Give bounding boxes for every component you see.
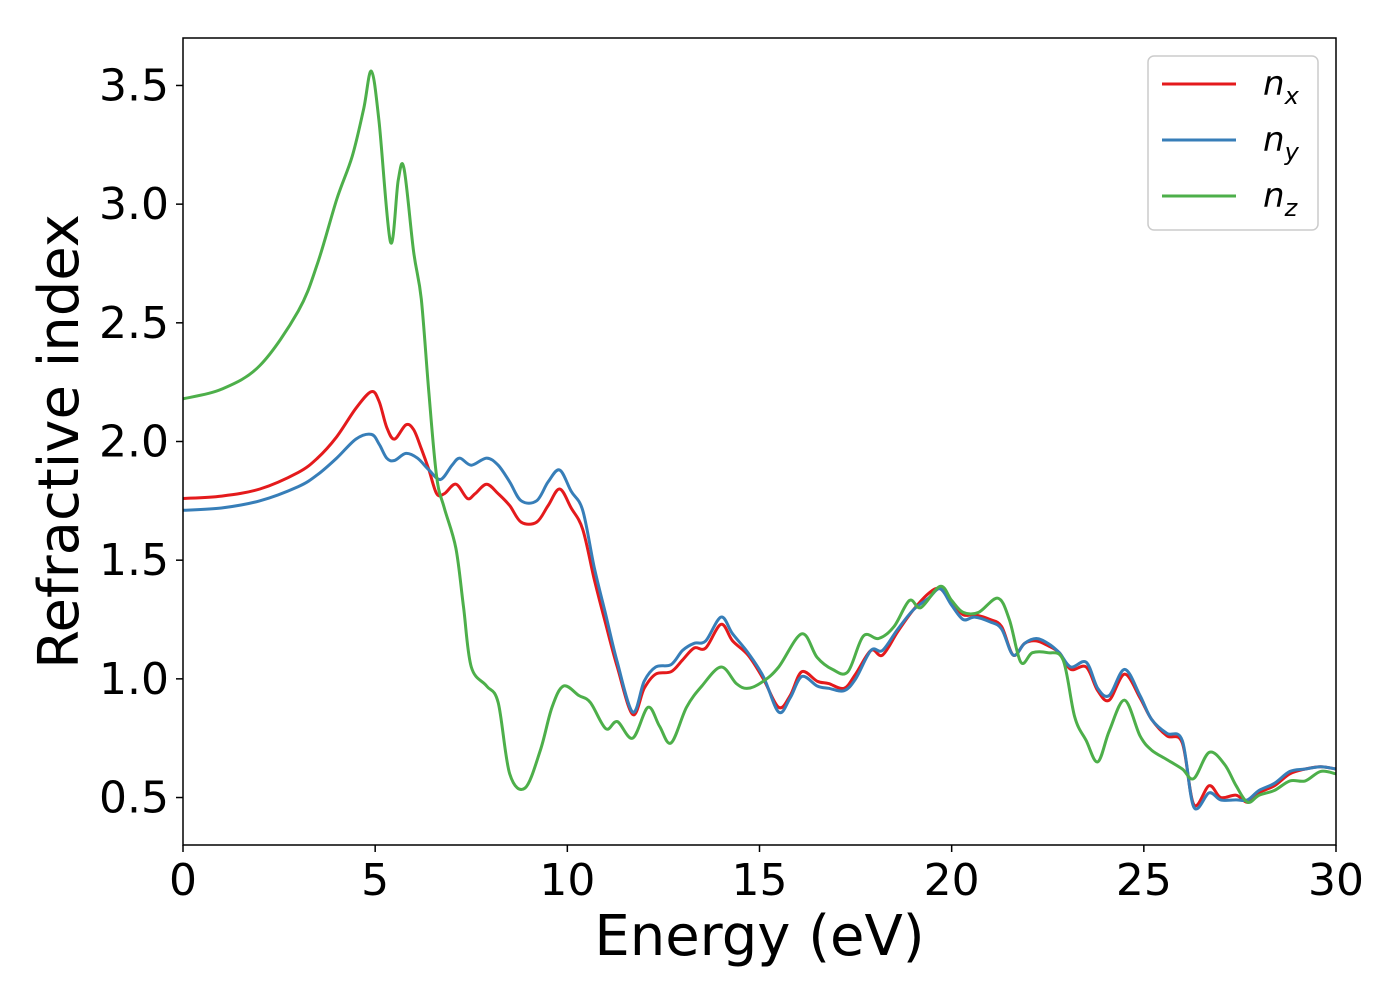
- legend-label-n-y: ny: [1263, 120, 1300, 166]
- y-tick-label: 3.0: [99, 179, 169, 230]
- y-tick-label: 1.5: [99, 535, 169, 586]
- x-tick-label: 20: [924, 855, 980, 906]
- y-tick-label: 1.0: [99, 654, 169, 705]
- x-axis-title: Energy (eV): [594, 904, 924, 969]
- x-tick-label: 15: [732, 855, 788, 906]
- y-tick-label: 2.5: [99, 298, 169, 349]
- legend-box: [1147, 55, 1319, 231]
- y-tick-label: 0.5: [99, 773, 169, 824]
- legend-label-n-x: nx: [1263, 64, 1300, 110]
- x-tick-label: 30: [1308, 855, 1364, 906]
- y-tick-label: 3.5: [99, 60, 169, 111]
- x-tick-label: 10: [539, 855, 595, 906]
- x-axis-ticks: 0 5 10 15 20 25 30: [169, 845, 1364, 906]
- y-axis-title: Refractive index: [27, 214, 92, 669]
- plot-lines: [183, 69, 1336, 811]
- series-line-n-y: [183, 432, 1336, 811]
- legend: nx ny nz: [1147, 55, 1319, 231]
- x-tick-label: 0: [169, 855, 197, 906]
- series-line-n-x: [183, 390, 1336, 808]
- x-tick-label: 5: [361, 855, 389, 906]
- series-line-n-z: [183, 69, 1336, 805]
- x-tick-label: 25: [1116, 855, 1172, 906]
- legend-label-n-z: nz: [1263, 176, 1299, 222]
- y-tick-label: 2.0: [99, 417, 169, 468]
- y-axis-ticks: 0.5 1.0 1.5 2.0 2.5 3.0 3.5: [99, 60, 183, 824]
